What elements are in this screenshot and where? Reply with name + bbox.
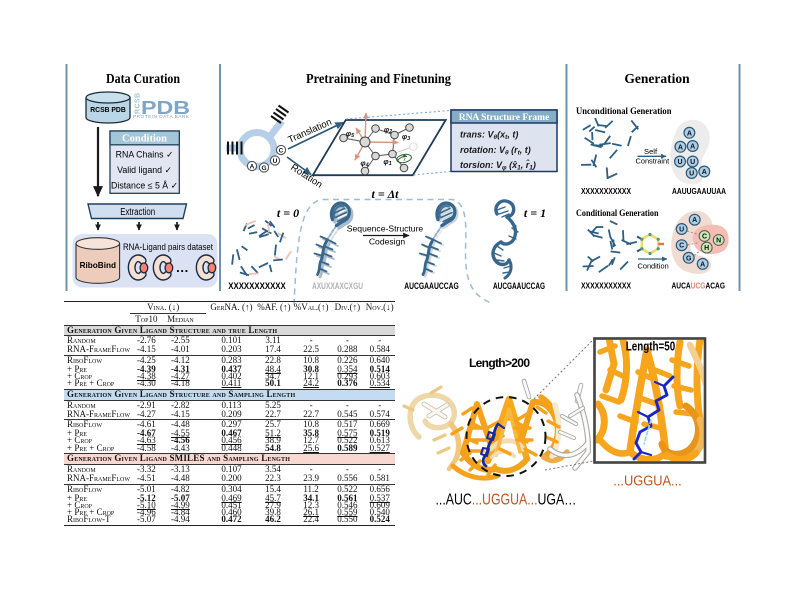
svg-text:Valid ligand ✓: Valid ligand ✓ — [117, 165, 172, 175]
svg-text:U: U — [690, 159, 695, 166]
svg-text:RNA-Ligand pairs dataset: RNA-Ligand pairs dataset — [123, 242, 213, 252]
svg-text:A: A — [690, 144, 695, 151]
svg-text:Codesign: Codesign — [369, 237, 406, 247]
svg-text:Length>200: Length>200 — [469, 356, 530, 370]
svg-text:PDB: PDB — [141, 97, 190, 118]
svg-text:φ3: φ3 — [402, 132, 410, 142]
svg-text:U: U — [689, 171, 694, 178]
svg-text:Extraction: Extraction — [120, 207, 155, 218]
svg-text:A: A — [687, 130, 692, 137]
svg-text:U: U — [677, 159, 682, 166]
svg-text:AAUUGAAUUAA: AAUUGAAUUAA — [672, 186, 726, 196]
svg-text:RNA Chains ✓: RNA Chains ✓ — [116, 150, 174, 160]
svg-text:φ5: φ5 — [346, 129, 355, 139]
svg-text:G: G — [261, 165, 266, 172]
svg-text:G: G — [686, 255, 692, 262]
svg-text:PROTEIN DATA BANK: PROTEIN DATA BANK — [133, 114, 190, 120]
svg-text:Length=50: Length=50 — [626, 339, 676, 354]
svg-text:U: U — [679, 227, 684, 234]
svg-text:torsion: Vφ (x̂1, r̂1): torsion: Vφ (x̂1, r̂1) — [460, 159, 536, 171]
svg-text:A: A — [700, 261, 705, 268]
svg-text:AXUXXAXCXGU: AXUXXAXCXGU — [312, 281, 363, 292]
svg-text:C: C — [679, 243, 684, 250]
svg-text:Constraint: Constraint — [636, 157, 670, 166]
svg-text:AUCGAAUCCAG: AUCGAAUCCAG — [404, 281, 459, 292]
svg-text:U: U — [273, 158, 278, 165]
svg-text:Condition: Condition — [638, 261, 669, 270]
svg-text:XXXXXXXXXXX: XXXXXXXXXXX — [581, 186, 631, 196]
svg-text:Generation: Generation — [624, 71, 690, 86]
svg-text:XXXXXXXXXXX: XXXXXXXXXXX — [228, 281, 286, 292]
svg-text:C: C — [279, 147, 284, 154]
svg-text:Unconditional Generation: Unconditional Generation — [576, 106, 672, 116]
svg-text:Sequence-Structure: Sequence-Structure — [347, 224, 424, 234]
svg-text:A: A — [678, 144, 683, 151]
svg-text:φ2: φ2 — [384, 125, 392, 135]
svg-text:rotation: Vθ (rt, t): rotation: Vθ (rt, t) — [460, 145, 531, 157]
svg-text:AUCGAAUCCAG: AUCGAAUCCAG — [493, 281, 545, 292]
svg-text:Distance ≤ 5 Å ✓: Distance ≤ 5 Å ✓ — [111, 181, 178, 191]
svg-text:...UGGUA...: ...UGGUA... — [613, 473, 682, 490]
svg-text:r: r — [404, 157, 407, 163]
svg-text:φ4: φ4 — [360, 159, 368, 169]
svg-text:C: C — [702, 234, 707, 241]
svg-text:XXXXXXXXXXX: XXXXXXXXXXX — [581, 281, 631, 291]
svg-text:RCSB: RCSB — [135, 93, 142, 114]
svg-text:RNA Structure Frame: RNA Structure Frame — [459, 113, 550, 123]
svg-text:trans: Vθ(xt, t): trans: Vθ(xt, t) — [460, 130, 518, 142]
svg-text:N: N — [716, 238, 721, 245]
svg-text:Pretraining and Finetuning: Pretraining and Finetuning — [306, 71, 451, 86]
svg-text:...AUC...UGGUA...UGA…: ...AUC...UGGUA...UGA… — [436, 492, 577, 509]
svg-text:t = 1: t = 1 — [524, 206, 546, 220]
svg-text:H: H — [704, 245, 709, 252]
svg-text:Conditional Generation: Conditional Generation — [576, 208, 659, 218]
svg-text:t = 0: t = 0 — [277, 206, 299, 220]
svg-text:RCSB PDB: RCSB PDB — [90, 105, 126, 114]
svg-text:t = Δt: t = Δt — [371, 187, 399, 201]
svg-text:A: A — [692, 217, 697, 224]
svg-text:φ1: φ1 — [383, 157, 391, 167]
svg-text:Self: Self — [644, 147, 658, 156]
svg-text:...: ... — [176, 260, 189, 275]
svg-text:RiboBind: RiboBind — [80, 261, 116, 270]
svg-text:A: A — [702, 169, 707, 176]
svg-text:Condition: Condition — [122, 134, 167, 145]
svg-text:A: A — [250, 163, 255, 170]
svg-text:AUCAUCGACAG: AUCAUCGACAG — [672, 281, 726, 291]
svg-text:Data Curation: Data Curation — [106, 71, 180, 86]
